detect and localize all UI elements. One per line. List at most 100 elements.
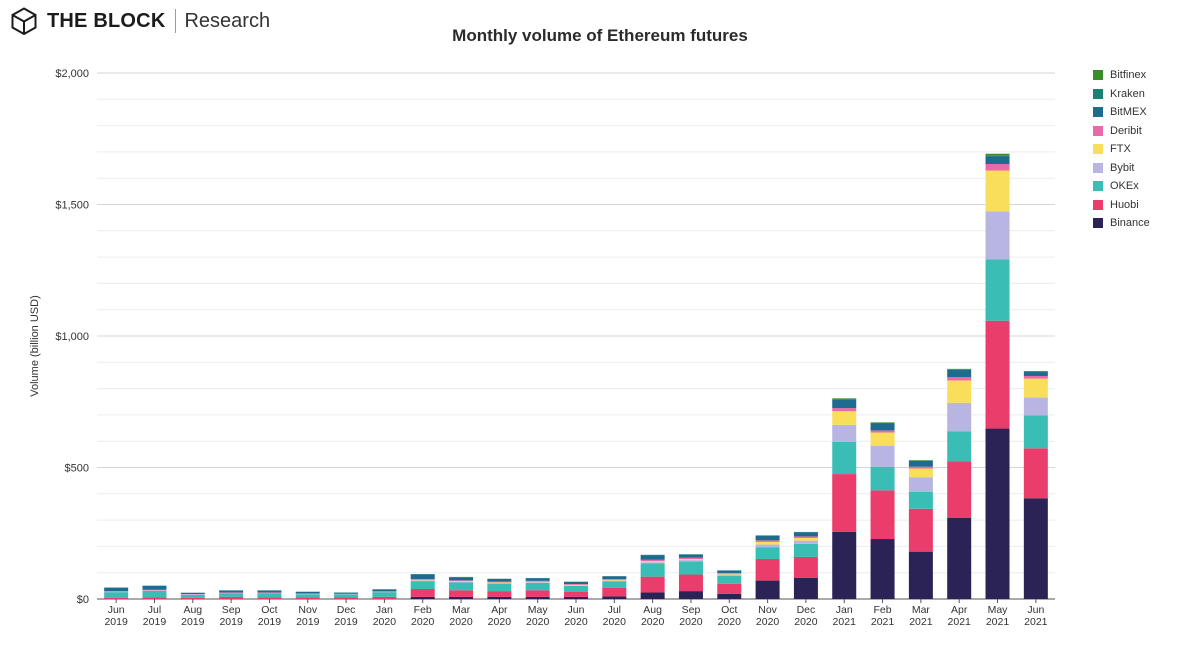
legend-item-kraken[interactable]: Kraken bbox=[1093, 85, 1150, 104]
x-tick-label-year: 2020 bbox=[641, 616, 665, 628]
y-tick-label: $2,000 bbox=[55, 68, 89, 80]
legend-swatch bbox=[1093, 199, 1103, 210]
x-tick-label-month: Jul bbox=[148, 604, 161, 616]
bar-segment-deribit bbox=[257, 592, 282, 593]
bar-segment-bybit bbox=[142, 590, 167, 591]
bar-segment-bybit bbox=[985, 211, 1010, 260]
bar-segment-bybit bbox=[410, 580, 435, 582]
bar-segment-binance bbox=[908, 551, 933, 599]
bar-segment-bybit bbox=[257, 592, 282, 594]
bar-segment-bybit bbox=[334, 594, 359, 595]
x-tick-label-year: 2021 bbox=[909, 616, 933, 628]
legend-label: Kraken bbox=[1110, 87, 1145, 100]
legend-label: Huobi bbox=[1110, 198, 1139, 211]
legend-item-okex[interactable]: OKEx bbox=[1093, 177, 1150, 196]
x-tick-label-year: 2019 bbox=[296, 616, 320, 628]
bar-segment-ftx bbox=[985, 170, 1010, 212]
bar-segment-huobi bbox=[640, 576, 665, 593]
x-tick-label-month: Dec bbox=[337, 604, 356, 616]
bar-segment-bitfinex bbox=[985, 153, 1010, 156]
bar-segment-bitmex bbox=[334, 592, 359, 594]
brand-header: THE BLOCK Research bbox=[10, 6, 270, 36]
y-axis-label: Volume (billion USD) bbox=[29, 295, 41, 396]
x-tick-label-month: Sep bbox=[222, 604, 241, 616]
legend-item-bybit[interactable]: Bybit bbox=[1093, 159, 1150, 178]
legend-item-ftx[interactable]: FTX bbox=[1093, 140, 1150, 159]
bar-segment-ftx bbox=[449, 581, 474, 582]
bar-segment-deribit bbox=[832, 408, 857, 412]
bar-segment-huobi bbox=[832, 474, 857, 532]
bar-segment-bitmex bbox=[410, 574, 435, 580]
bar-segment-huobi bbox=[717, 583, 742, 594]
bar-segment-bitmex bbox=[295, 591, 320, 594]
bar-segment-bitmex bbox=[985, 156, 1010, 164]
bar-segment-deribit bbox=[947, 377, 972, 381]
bar-segment-huobi bbox=[870, 490, 895, 540]
x-tick-label-month: Feb bbox=[874, 604, 892, 616]
x-tick-label-month: Oct bbox=[721, 604, 737, 616]
bar-segment-bitmex bbox=[525, 578, 550, 581]
bar-segment-huobi bbox=[755, 559, 780, 581]
bar-segment-bybit bbox=[678, 560, 703, 562]
bars bbox=[104, 153, 1048, 599]
bar-segment-bitmex bbox=[487, 579, 512, 582]
bar-segment-bybit bbox=[449, 581, 474, 583]
bar-segment-okex bbox=[487, 583, 512, 592]
bar-segment-okex bbox=[947, 431, 972, 462]
x-tick-label-month: Mar bbox=[452, 604, 471, 616]
legend-label: Deribit bbox=[1110, 124, 1142, 137]
bar-segment-okex bbox=[449, 582, 474, 591]
legend-label: FTX bbox=[1110, 143, 1131, 156]
x-tick-label-year: 2020 bbox=[603, 616, 627, 628]
x-tick-label-month: Dec bbox=[797, 604, 816, 616]
bar-segment-bitmex bbox=[870, 423, 895, 431]
legend-item-deribit[interactable]: Deribit bbox=[1093, 122, 1150, 141]
bar-segment-binance bbox=[564, 596, 588, 599]
legend-item-binance[interactable]: Binance bbox=[1093, 214, 1150, 233]
x-tick-label-year: 2020 bbox=[718, 616, 742, 628]
bar-segment-bitfinex bbox=[870, 422, 895, 423]
bar-segment-ftx bbox=[525, 581, 550, 583]
legend-item-bitmex[interactable]: BitMEX bbox=[1093, 103, 1150, 122]
bar-segment-deribit bbox=[104, 591, 129, 592]
bar-segment-bybit bbox=[219, 592, 244, 594]
legend-label: OKEx bbox=[1110, 180, 1139, 193]
bar-segment-huobi bbox=[334, 597, 359, 599]
bar-segment-okex bbox=[678, 561, 703, 575]
x-tick-label-month: Jun bbox=[108, 604, 125, 616]
bar-segment-binance bbox=[410, 596, 435, 599]
bar-segment-okex bbox=[832, 441, 857, 475]
bar-segment-binance bbox=[640, 592, 665, 599]
bar-segment-bybit bbox=[1023, 397, 1048, 416]
y-tick-label: $1,000 bbox=[55, 331, 89, 343]
bar-segment-bitmex bbox=[142, 585, 167, 590]
legend-swatch bbox=[1093, 162, 1103, 173]
bar-segment-bitmex bbox=[1023, 372, 1048, 376]
bar-segment-bybit bbox=[870, 445, 895, 467]
bar-segment-binance bbox=[487, 596, 512, 599]
legend-item-bitfinex[interactable]: Bitfinex bbox=[1093, 66, 1150, 85]
axes bbox=[97, 598, 1055, 603]
bar-segment-bybit bbox=[717, 574, 742, 576]
legend-item-huobi[interactable]: Huobi bbox=[1093, 196, 1150, 215]
bar-segment-bybit bbox=[525, 582, 550, 583]
x-tick-label-month: Aug bbox=[643, 604, 662, 616]
bar-segment-huobi bbox=[487, 591, 512, 597]
bar-segment-bitfinex bbox=[1023, 370, 1048, 372]
bar-segment-deribit bbox=[1023, 375, 1048, 379]
x-tick-label-month: Jan bbox=[376, 604, 393, 616]
bar-segment-bitmex bbox=[564, 581, 588, 585]
bar-segment-deribit bbox=[870, 430, 895, 433]
chart-legend: Bitfinex Kraken BitMEX Deribit FTX Bybit OKEx H… bbox=[1093, 66, 1150, 233]
bar-segment-bitmex bbox=[832, 399, 857, 409]
bar-segment-bybit bbox=[947, 402, 972, 432]
bar-segment-huobi bbox=[793, 556, 818, 578]
y-tick-label: $500 bbox=[65, 463, 89, 475]
bar-segment-deribit bbox=[602, 579, 627, 580]
bar-segment-huobi bbox=[564, 591, 588, 597]
bar-segment-huobi bbox=[410, 589, 435, 597]
bar-segment-binance bbox=[985, 428, 1010, 599]
bar-segment-okex bbox=[525, 582, 550, 591]
x-tick-label-year: 2021 bbox=[833, 616, 857, 628]
bar-segment-huobi bbox=[678, 574, 703, 592]
